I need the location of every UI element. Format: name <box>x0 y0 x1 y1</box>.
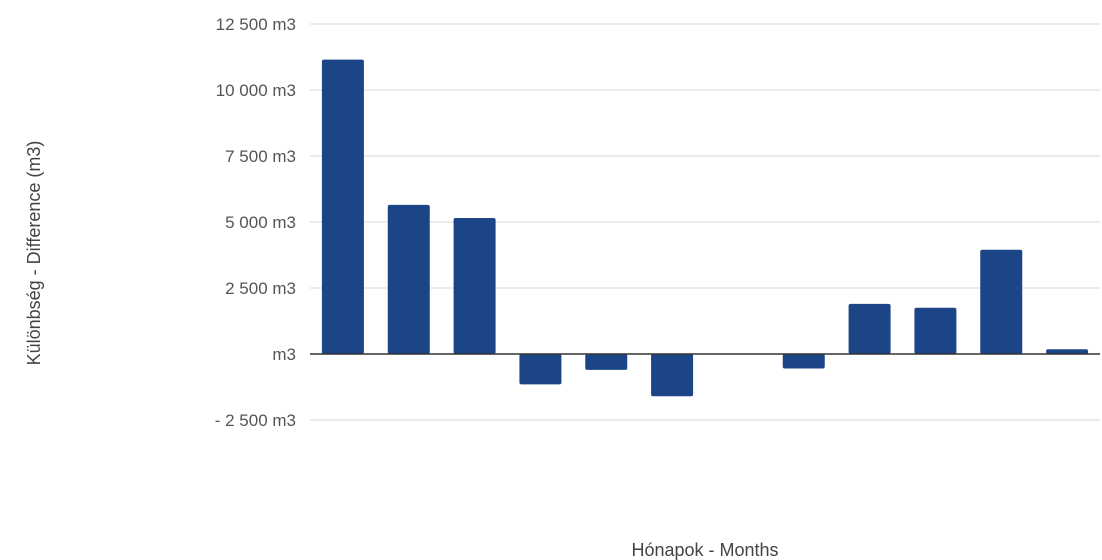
bar-5 <box>585 354 628 370</box>
bar-8 <box>782 354 825 369</box>
y-tick-label: 10 000 m3 <box>216 81 296 100</box>
y-tick-label: - 2 500 m3 <box>215 411 296 430</box>
bar-9 <box>848 303 891 354</box>
y-tick-label: m3 <box>272 345 296 364</box>
bar-1 <box>321 59 364 354</box>
y-axis-title: Különbség - Difference (m3) <box>24 141 44 366</box>
bar-2 <box>387 204 430 354</box>
y-tick-label: 12 500 m3 <box>216 15 296 34</box>
y-tick-label: 7 500 m3 <box>225 147 296 166</box>
y-axis-tick-labels: 12 500 m3 10 000 m3 7 500 m3 5 000 m3 2 500 … <box>215 15 296 430</box>
bar-3 <box>453 218 496 354</box>
y-tick-label: 5 000 m3 <box>225 213 296 232</box>
bar-6 <box>651 354 694 397</box>
bar-12 <box>1046 349 1089 354</box>
bars <box>321 59 1089 397</box>
bar-11 <box>980 249 1023 354</box>
gridlines <box>310 23 1100 421</box>
y-tick-label: 2 500 m3 <box>225 279 296 298</box>
bar-4 <box>519 354 562 385</box>
x-axis-title: Hónapok - Months <box>631 540 778 560</box>
bar-10 <box>914 307 957 354</box>
